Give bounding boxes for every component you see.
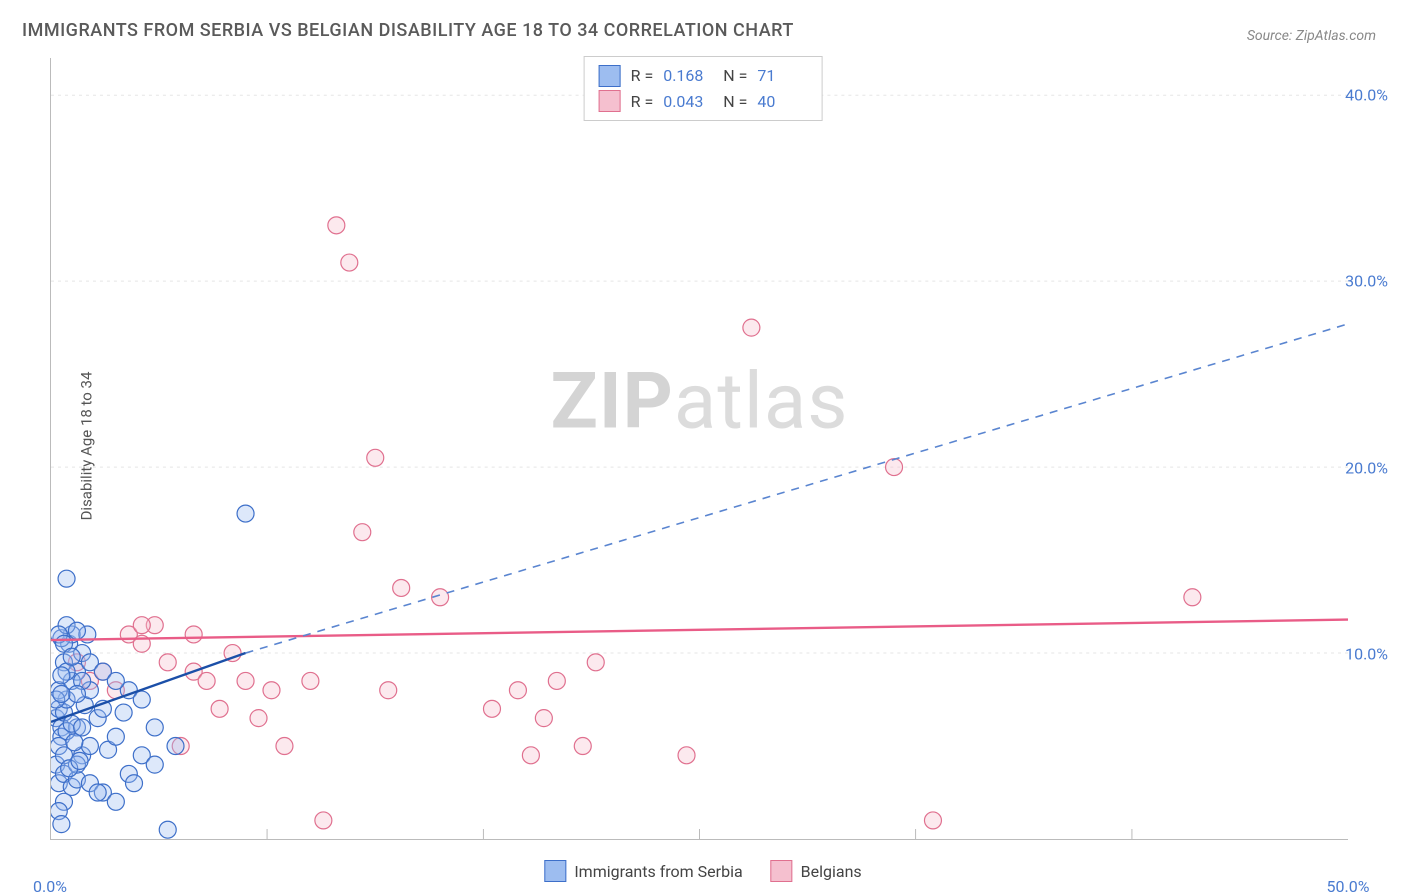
r-label: R = (631, 89, 654, 115)
scatter-chart (51, 58, 1348, 839)
r-value-serbia: 0.168 (663, 63, 713, 89)
y-tick-label: 20.0% (1345, 458, 1388, 477)
y-tick-label: 30.0% (1345, 272, 1388, 291)
legend-label-serbia: Immigrants from Serbia (574, 862, 742, 881)
stats-legend: R = 0.168 N = 71 R = 0.043 N = 40 (584, 56, 823, 121)
swatch-serbia-icon (544, 860, 566, 882)
swatch-serbia-icon (599, 65, 621, 87)
source-attribution: Source: ZipAtlas.com (1247, 28, 1376, 44)
series-legend: Immigrants from Serbia Belgians (544, 860, 861, 882)
x-tick-label: 50.0% (1327, 877, 1370, 896)
stats-legend-row-belgians: R = 0.043 N = 40 (599, 89, 808, 115)
n-label: N = (723, 63, 747, 89)
n-value-serbia: 71 (757, 63, 807, 89)
swatch-belgians-icon (599, 90, 621, 112)
chart-title: IMMIGRANTS FROM SERBIA VS BELGIAN DISABI… (22, 20, 794, 41)
legend-item-serbia: Immigrants from Serbia (544, 860, 742, 882)
stats-legend-row-serbia: R = 0.168 N = 71 (599, 63, 808, 89)
y-tick-label: 10.0% (1345, 644, 1388, 663)
watermark: ZIPatlas (550, 356, 848, 447)
plot-area: ZIPatlas (50, 58, 1348, 840)
y-tick-label: 40.0% (1345, 86, 1388, 105)
n-value-belgians: 40 (757, 89, 807, 115)
x-tick-label: 0.0% (33, 877, 67, 896)
r-value-belgians: 0.043 (663, 89, 713, 115)
swatch-belgians-icon (771, 860, 793, 882)
legend-item-belgians: Belgians (771, 860, 862, 882)
r-label: R = (631, 63, 654, 89)
legend-label-belgians: Belgians (801, 862, 862, 881)
n-label: N = (723, 89, 747, 115)
